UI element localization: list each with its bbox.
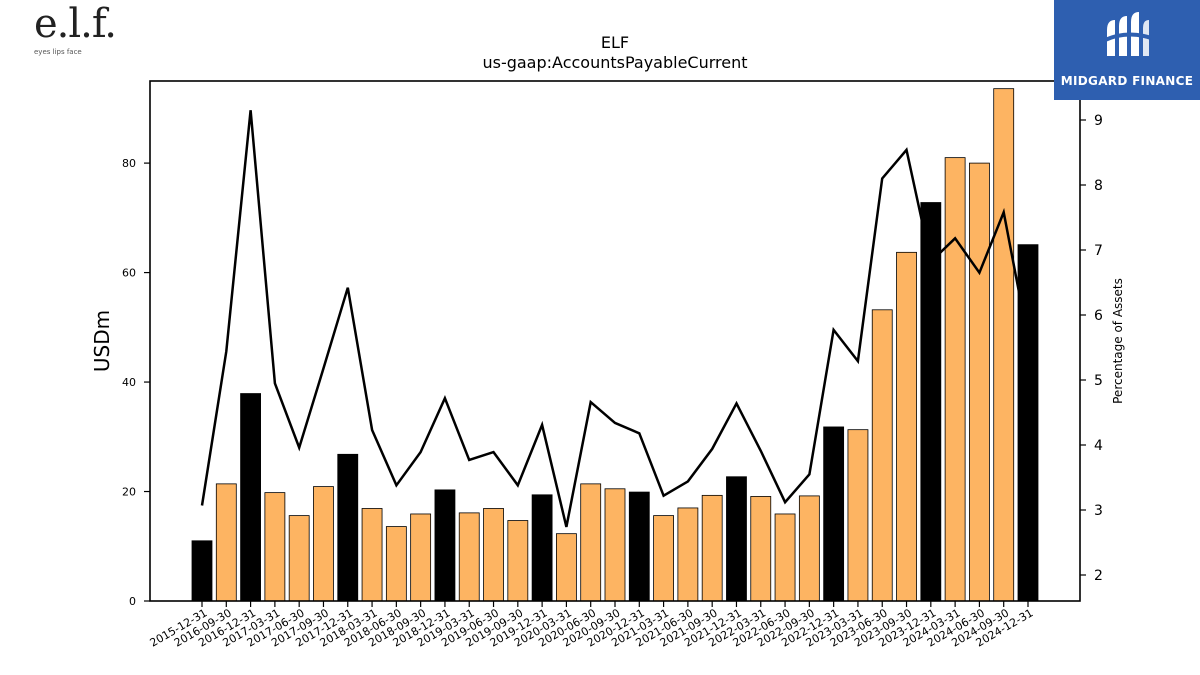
right-axis: 2 3 4 5 6 7 8 9	[1080, 113, 1103, 584]
y2-tick-label-2: 2	[1094, 568, 1103, 584]
bar-2021-12-31	[726, 476, 747, 602]
bar-2019-03-31	[458, 512, 480, 602]
y-tick-label-80: 80	[122, 157, 136, 170]
bar-2022-06-30	[774, 513, 796, 602]
percentage-of-assets-line	[200, 110, 1030, 528]
bar-2019-12-31	[531, 494, 553, 602]
elf-logo-wordmark: e.l.f.	[34, 1, 117, 47]
y-axis-label: USDm	[90, 310, 114, 372]
y-tick-label-40: 40	[122, 376, 136, 389]
elf-logo: e.l.f. eyes lips face	[34, 1, 117, 64]
bar-2023-03-31	[847, 429, 869, 602]
elf-logo-tagline: eyes lips face	[34, 48, 82, 56]
bar-2018-12-31	[434, 489, 456, 602]
left-axis: 0 20 40 60 80	[122, 157, 150, 608]
bar-2017-09-30	[313, 486, 334, 602]
bars-group	[191, 88, 1039, 602]
y2-tick-label-5: 5	[1094, 373, 1103, 389]
chart-subtitle: us-gaap:AccountsPayableCurrent	[482, 53, 747, 72]
bar-2017-03-31	[264, 492, 286, 602]
y2-tick-label-9: 9	[1094, 113, 1103, 129]
bar-2018-06-30	[385, 526, 407, 602]
y2-tick-label-4: 4	[1094, 438, 1103, 454]
bar-2021-06-30	[677, 507, 699, 602]
y-tick-label-0: 0	[129, 595, 136, 608]
bar-2022-12-31	[823, 426, 845, 602]
bar-2022-03-31	[750, 496, 772, 602]
bar-2021-03-31	[653, 515, 674, 602]
y2-tick-label-8: 8	[1094, 178, 1103, 194]
y2-tick-label-7: 7	[1094, 243, 1103, 259]
midgard-logo-name: MIDGARD FINANCE	[1060, 74, 1194, 88]
y2-tick-label-6: 6	[1094, 308, 1103, 324]
bar-2019-06-30	[483, 508, 504, 602]
x-axis: 2015-12-312016-09-302016-12-312017-03-31…	[148, 601, 1036, 650]
bar-2020-06-30	[580, 483, 602, 602]
bar-2021-09-30	[701, 494, 723, 602]
bar-2023-06-30	[871, 309, 893, 602]
y2-axis-label: Percentage of Assets	[1111, 278, 1125, 404]
bar-2018-09-30	[410, 513, 432, 602]
bar-2015-12-31	[191, 540, 213, 602]
chart-title: ELF	[601, 33, 629, 52]
bar-2016-09-30	[215, 483, 237, 602]
bar-2019-09-30	[507, 520, 529, 602]
bar-2018-03-31	[361, 508, 383, 602]
y2-tick-label-3: 3	[1094, 503, 1103, 519]
bar-2024-03-31	[944, 157, 966, 602]
bar-2017-12-31	[337, 453, 359, 602]
bar-2020-03-31	[556, 533, 577, 602]
y-tick-label-60: 60	[122, 267, 136, 280]
bar-2016-12-31	[240, 393, 261, 602]
bar-2023-09-30	[896, 251, 917, 602]
midgard-logo-mark-icon	[1104, 12, 1152, 56]
bar-2022-09-30	[798, 495, 820, 602]
bar-2020-09-30	[604, 488, 626, 602]
midgard-finance-logo: MIDGARD FINANCE	[1054, 0, 1200, 100]
bar-2017-06-30	[288, 515, 310, 602]
bar-2024-09-30	[993, 88, 1015, 602]
bar-2024-06-30	[969, 162, 990, 602]
bar-2020-12-31	[628, 491, 650, 602]
y-tick-label-20: 20	[122, 486, 136, 499]
